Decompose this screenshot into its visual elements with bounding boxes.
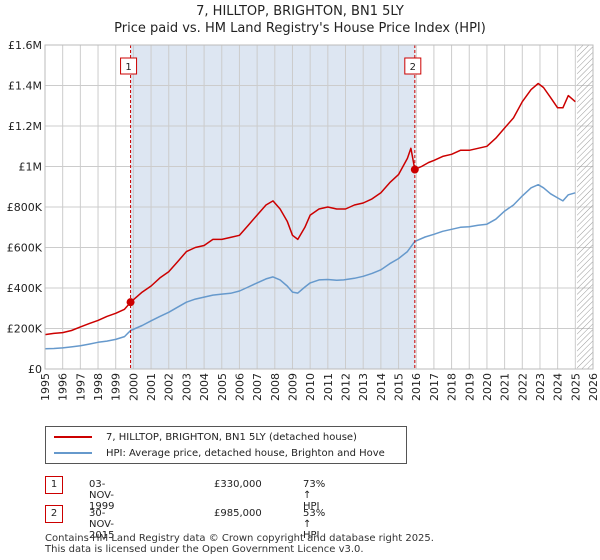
sale-date: 03-NOV-1999: [89, 479, 115, 512]
legend-swatch-property: [54, 436, 92, 438]
x-tick-label: 2010: [304, 373, 317, 401]
sale-hpi-change: 53% ↑ HPI: [303, 508, 326, 541]
x-tick-label: 2011: [322, 373, 335, 401]
x-tick-label: 1998: [92, 373, 105, 401]
x-tick-label: 2005: [216, 373, 229, 401]
plot-border: [44, 44, 594, 370]
property-series-line: [44, 82, 576, 336]
x-tick-label: 2008: [269, 373, 282, 401]
legend-swatch-hpi: [54, 452, 92, 454]
x-tick-label: 2015: [393, 373, 406, 401]
sale-point: [410, 165, 419, 174]
sale-price: £330,000: [214, 479, 262, 490]
legend-item-hpi: HPI: Average price, detached house, Brig…: [54, 445, 385, 461]
legend-item-property: 7, HILLTOP, BRIGHTON, BN1 5LY (detached …: [54, 429, 357, 445]
footer-copyright: Contains HM Land Registry data © Crown c…: [45, 533, 434, 544]
x-tick-label: 2013: [357, 373, 370, 401]
y-tick-label: £400K: [7, 282, 43, 295]
y-tick-label: £600K: [7, 242, 43, 255]
x-tick-label: 2003: [180, 373, 193, 401]
sale-marker-badge: [404, 57, 422, 75]
sale-marker-badge: [120, 57, 138, 75]
x-tick-label: 2014: [375, 373, 388, 401]
x-tick-label: 2007: [251, 373, 264, 401]
legend-label-property: 7, HILLTOP, BRIGHTON, BN1 5LY (detached …: [106, 431, 357, 443]
x-tick-label: 2020: [481, 373, 494, 401]
chart-legend: 7, HILLTOP, BRIGHTON, BN1 5LY (detached …: [45, 426, 407, 464]
y-tick-label: £200K: [7, 323, 43, 336]
chart-title: 7, HILLTOP, BRIGHTON, BN1 5LY: [196, 4, 404, 19]
sale-marker-label: 2: [410, 62, 416, 73]
x-tick-label: 1997: [74, 373, 87, 401]
sale-marker-label: 1: [125, 62, 131, 73]
x-tick-label: 1999: [110, 373, 123, 401]
x-tick-label: 2004: [198, 373, 211, 401]
x-tick-label: 2023: [534, 373, 547, 401]
legend-label-hpi: HPI: Average price, detached house, Brig…: [106, 447, 385, 459]
hpi-series-line: [44, 183, 576, 350]
sale-badge: 1: [45, 476, 63, 494]
x-tick-label: 2026: [587, 373, 600, 401]
projection-hatch: [577, 45, 593, 369]
x-tick-label: 2006: [233, 373, 246, 401]
y-tick-label: £1.2M: [8, 120, 42, 133]
x-tick-label: 2018: [446, 373, 459, 401]
footer-licence: This data is licensed under the Open Gov…: [45, 544, 364, 555]
x-tick-label: 2000: [127, 373, 140, 401]
y-tick-label: £1.4M: [8, 80, 42, 93]
x-tick-label: 2017: [428, 373, 441, 401]
x-tick-label: 2016: [410, 373, 423, 401]
x-tick-label: 2022: [516, 373, 529, 401]
y-tick-label: £1M: [19, 161, 43, 174]
sale-point: [126, 298, 135, 307]
sale-date: 30-NOV-2015: [89, 508, 115, 541]
x-tick-label: 2019: [463, 373, 476, 401]
sale-badge: 2: [45, 505, 63, 523]
x-tick-label: 2002: [163, 373, 176, 401]
x-tick-label: 2001: [145, 373, 158, 401]
x-tick-label: 1996: [57, 373, 70, 401]
chart-subtitle: Price paid vs. HM Land Registry's House …: [114, 21, 486, 36]
x-tick-label: 2009: [286, 373, 299, 401]
x-tick-label: 2025: [569, 373, 582, 401]
y-tick-label: £0: [28, 363, 42, 376]
x-tick-label: 2024: [552, 373, 565, 401]
x-tick-label: 2012: [340, 373, 353, 401]
y-tick-label: £1.6M: [8, 39, 42, 52]
y-tick-label: £800K: [7, 201, 43, 214]
x-tick-label: 1995: [39, 373, 52, 401]
sale-price: £985,000: [214, 508, 262, 519]
price-chart: 1 2 £0 £200K £400K £600K £800K £1M £1.2M £1.4M £1…: [7, 39, 600, 401]
sale-hpi-change: 73% ↑ HPI: [303, 479, 326, 512]
x-tick-label: 2021: [499, 373, 512, 401]
